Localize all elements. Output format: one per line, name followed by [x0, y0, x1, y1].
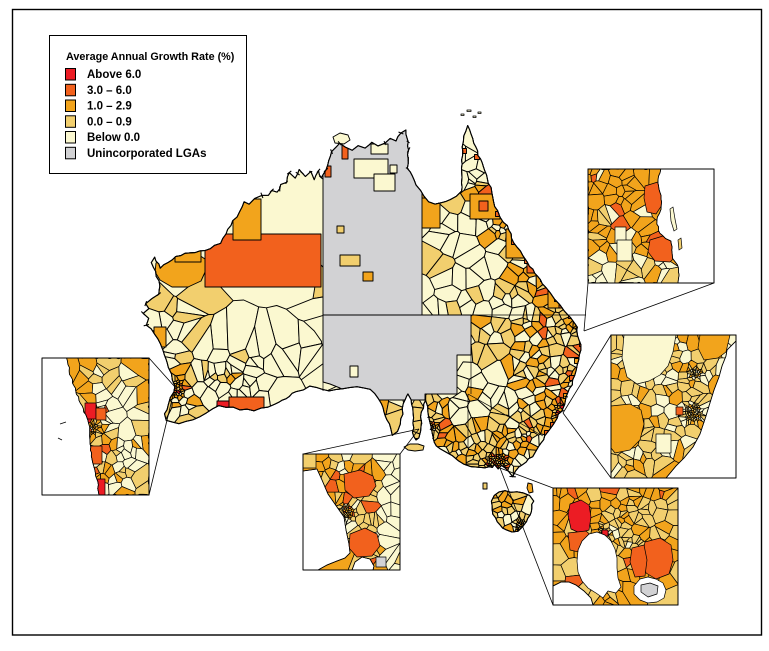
svg-text:Unincorporated LGAs: Unincorporated LGAs	[87, 148, 206, 160]
svg-text:Above 6.0: Above 6.0	[87, 69, 141, 81]
svg-text:1.0 – 2.9: 1.0 – 2.9	[87, 101, 132, 113]
svg-text:Below 0.0: Below 0.0	[87, 132, 140, 144]
svg-text:3.0 – 6.0: 3.0 – 6.0	[87, 85, 132, 97]
svg-text:Average Annual Growth Rate (%): Average Annual Growth Rate (%)	[66, 51, 235, 63]
svg-text:0.0 – 0.9: 0.0 – 0.9	[87, 116, 132, 128]
